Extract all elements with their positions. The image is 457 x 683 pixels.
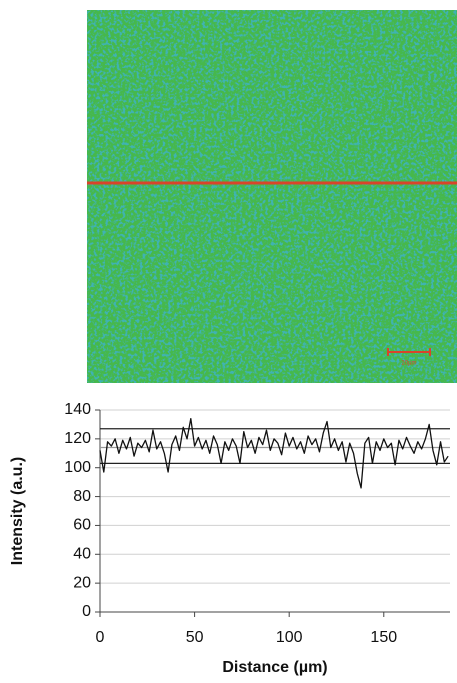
scale-bar-label: 20µm [401, 361, 416, 367]
y-tick-label: 100 [64, 459, 91, 476]
x-tick-label: 50 [186, 629, 204, 646]
y-tick-label: 40 [73, 546, 91, 563]
x-tick-label: 150 [370, 629, 397, 646]
micrograph: 20µm [87, 10, 457, 383]
x-axis-title: Distance (µm) [222, 659, 327, 676]
x-tick-label: 0 [96, 629, 105, 646]
data-line [99, 418, 449, 489]
y-tick-label: 20 [73, 574, 91, 591]
chart: Distance (µm) Intensity (a.u.) 0 20 40 60 80… [9, 401, 450, 676]
y-axis-title: Intensity (a.u.) [9, 457, 26, 565]
micrograph-texture [87, 10, 457, 383]
y-tick-label: 120 [64, 430, 91, 447]
y-tick-label: 140 [64, 401, 91, 418]
y-tick-label: 60 [73, 517, 91, 534]
x-tick-label: 100 [276, 629, 303, 646]
y-tick-label: 80 [73, 488, 91, 505]
y-tick-label: 0 [82, 603, 91, 620]
